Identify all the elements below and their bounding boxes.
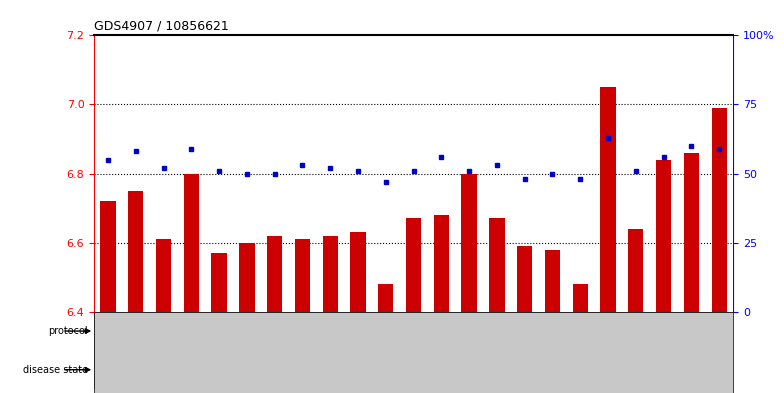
Bar bbox=[594, 351, 733, 389]
Text: control: control bbox=[162, 365, 193, 374]
Bar bbox=[267, 236, 282, 312]
Bar bbox=[156, 239, 171, 312]
Text: sham operation: sham operation bbox=[142, 327, 213, 336]
Text: compensated LV injury: compensated LV injury bbox=[376, 365, 479, 374]
Text: GDS4907 / 10856621: GDS4907 / 10856621 bbox=[94, 20, 229, 33]
Bar bbox=[601, 87, 615, 312]
Bar bbox=[239, 242, 255, 312]
Bar bbox=[94, 351, 261, 389]
Bar bbox=[712, 108, 727, 312]
Text: moderate myocardial infarction: moderate myocardial infarction bbox=[453, 327, 597, 336]
Text: ■  transformed count: ■ transformed count bbox=[94, 383, 208, 393]
Bar bbox=[517, 246, 532, 312]
Bar bbox=[295, 239, 310, 312]
Text: progressive decompensati
on of LV and heart failure: progressive decompensati on of LV and he… bbox=[604, 360, 724, 379]
Bar bbox=[545, 250, 560, 312]
Bar bbox=[456, 312, 594, 351]
Bar bbox=[94, 312, 261, 351]
Bar bbox=[572, 284, 588, 312]
Bar bbox=[322, 236, 338, 312]
Bar bbox=[183, 174, 199, 312]
Bar bbox=[684, 153, 699, 312]
Bar bbox=[434, 215, 449, 312]
Bar bbox=[128, 191, 143, 312]
Bar bbox=[628, 229, 644, 312]
Bar bbox=[489, 219, 505, 312]
Bar bbox=[212, 253, 227, 312]
Bar bbox=[100, 201, 115, 312]
Bar bbox=[350, 232, 365, 312]
Bar bbox=[656, 160, 671, 312]
Bar bbox=[261, 351, 594, 389]
Bar bbox=[462, 174, 477, 312]
Text: protocol: protocol bbox=[48, 326, 88, 336]
Bar bbox=[261, 312, 456, 351]
Bar bbox=[94, 312, 733, 393]
Bar bbox=[594, 312, 733, 351]
Text: large myocardial infarction: large myocardial infarction bbox=[602, 327, 724, 336]
Bar bbox=[378, 284, 394, 312]
Text: small myocardial infarction: small myocardial infarction bbox=[296, 327, 419, 336]
Bar bbox=[406, 219, 421, 312]
Text: disease state: disease state bbox=[23, 365, 88, 375]
